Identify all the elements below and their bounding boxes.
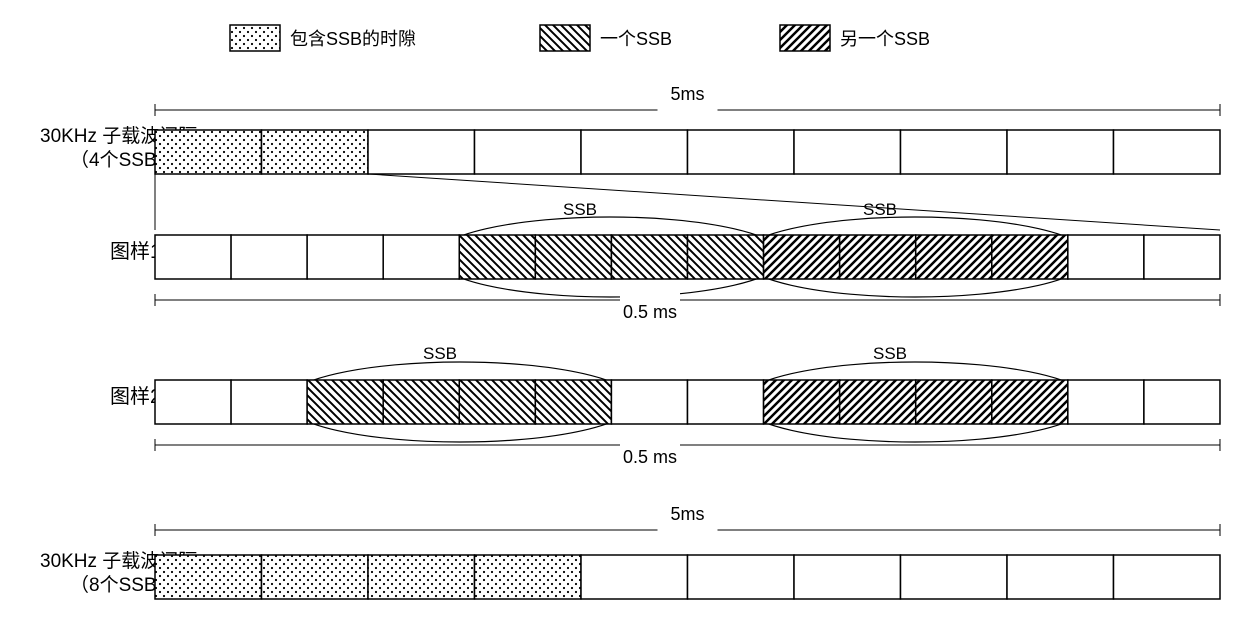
slot	[155, 380, 231, 424]
legend-swatch	[230, 25, 280, 51]
legend-label: 一个SSB	[600, 29, 672, 49]
slot	[687, 380, 763, 424]
slot	[307, 235, 383, 279]
slot	[459, 380, 535, 424]
slot	[307, 380, 383, 424]
slot	[901, 555, 1008, 599]
time-label: 0.5 ms	[623, 302, 677, 322]
slot	[764, 380, 840, 424]
pattern-label: 图样1	[110, 240, 161, 263]
slot	[231, 380, 307, 424]
slot	[611, 380, 687, 424]
slot	[1007, 130, 1114, 174]
slot	[383, 380, 459, 424]
slot	[840, 380, 916, 424]
slot	[535, 380, 611, 424]
ssb-label: SSB	[873, 344, 907, 363]
slot	[262, 130, 369, 174]
slot	[459, 235, 535, 279]
slot	[368, 555, 475, 599]
legend-swatch	[780, 25, 830, 51]
slot	[581, 555, 688, 599]
slot	[262, 555, 369, 599]
time-label: 5ms	[670, 84, 704, 104]
slot	[1114, 130, 1221, 174]
slot	[155, 555, 262, 599]
legend-label: 另一个SSB	[840, 29, 930, 49]
slot	[794, 555, 901, 599]
slot	[901, 130, 1008, 174]
pattern-label: 图样2	[110, 385, 161, 408]
ssb-label: SSB	[423, 344, 457, 363]
slot	[231, 235, 307, 279]
legend-label: 包含SSB的时隙	[290, 29, 416, 49]
slot	[1068, 235, 1144, 279]
slot	[688, 130, 795, 174]
ssb-label: SSB	[563, 200, 597, 219]
slot	[688, 555, 795, 599]
time-label: 0.5 ms	[623, 447, 677, 467]
slot	[687, 235, 763, 279]
ssb-timing-diagram: 包含SSB的时隙一个SSB另一个SSB30KHz 子载波间隔（4个SSB）5ms…	[10, 10, 1240, 618]
ssb-label: SSB	[863, 200, 897, 219]
slot	[1007, 555, 1114, 599]
slot	[475, 130, 582, 174]
slot	[764, 235, 840, 279]
slot	[383, 235, 459, 279]
slot	[368, 130, 475, 174]
slot	[840, 235, 916, 279]
slot	[1144, 380, 1220, 424]
slot	[1068, 380, 1144, 424]
slot	[611, 235, 687, 279]
legend-swatch	[540, 25, 590, 51]
slot	[155, 235, 231, 279]
slot	[992, 380, 1068, 424]
slot	[992, 235, 1068, 279]
slot	[535, 235, 611, 279]
time-label: 5ms	[670, 504, 704, 524]
slot	[916, 380, 992, 424]
slot	[794, 130, 901, 174]
slot	[155, 130, 262, 174]
slot	[581, 130, 688, 174]
slot	[1144, 235, 1220, 279]
slot	[916, 235, 992, 279]
slot	[475, 555, 582, 599]
slot	[1114, 555, 1221, 599]
